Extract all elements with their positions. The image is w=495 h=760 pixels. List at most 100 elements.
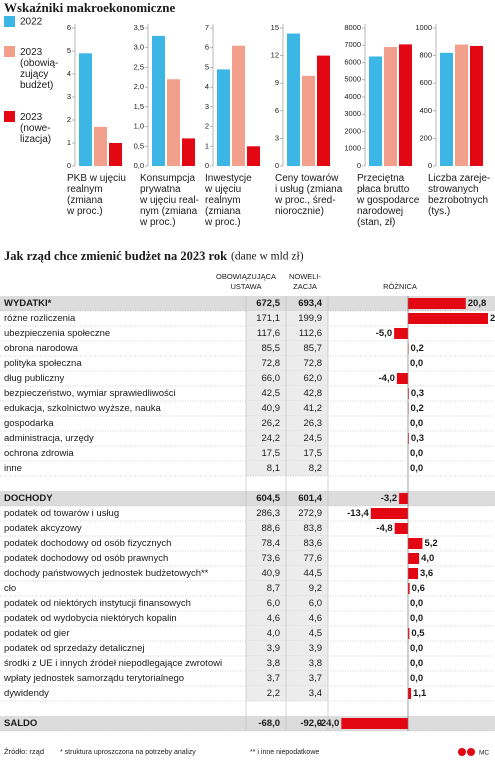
diff-bar (394, 328, 408, 339)
diff-bar (396, 373, 408, 384)
row-name: podatek dochodowy od osób fizycznych (4, 538, 171, 549)
diff-label: 28,8 (490, 313, 495, 324)
diff-bar (399, 493, 408, 504)
current-value: 8,1 (267, 463, 280, 474)
y-tick-label: 1,5 (134, 102, 144, 111)
bar (440, 52, 453, 167)
current-value: 2,2 (267, 688, 280, 699)
current-value: 3,7 (267, 673, 280, 684)
bar (384, 46, 397, 166)
diff-label: 0,0 (410, 358, 423, 369)
value-bg (246, 596, 328, 611)
value-bg (246, 341, 328, 356)
revised-value: 17,5 (304, 448, 323, 459)
current-value: 604,5 (256, 493, 280, 504)
category-label: Konsumpcja prywatna w ujęciu real-nym (zmi… (139, 173, 199, 228)
row-name: SALDO (4, 718, 37, 729)
diff-label: -24,0 (318, 718, 340, 729)
row-name: edukacja, szkolnictwo wyższe, nauka (4, 403, 162, 414)
value-bg (246, 311, 328, 326)
row-name: podatek od gier (4, 628, 70, 639)
y-tick-label: 6 (67, 23, 71, 32)
revised-value: 4,6 (309, 613, 322, 624)
bar (182, 138, 195, 166)
y-tick-label: 400 (419, 106, 432, 115)
revised-value: 272,9 (298, 508, 322, 519)
row-name: DOCHODY (4, 493, 53, 504)
revised-value: 6,0 (309, 598, 322, 609)
y-tick-label: 2000 (344, 126, 361, 135)
row-name: podatek od sprzedaży detalicznej (4, 643, 144, 654)
revised-value: 3,4 (309, 688, 322, 699)
revised-value: 112,6 (299, 328, 322, 339)
y-tick-label: 3,5 (134, 23, 144, 32)
y-tick-label: 6 (275, 106, 279, 115)
bar (79, 53, 92, 166)
diff-label: 5,2 (424, 538, 437, 549)
category-label: Liczba zareje-strowanych bezrobotnych (tys… (428, 173, 490, 217)
y-tick-label: 8000 (344, 23, 361, 32)
total-row-bg (0, 491, 495, 506)
y-tick-label: 7 (205, 23, 209, 32)
diff-bar (408, 688, 412, 699)
revised-value: 3,8 (309, 658, 322, 669)
row-name: cło (4, 583, 16, 594)
y-tick-label: 6 (205, 43, 209, 52)
revised-value: 41,2 (304, 403, 323, 414)
y-tick-label: 1,0 (134, 122, 144, 131)
legend-label: 2023 (nowe-lizacja) (20, 112, 51, 145)
revised-value: 62,0 (304, 373, 323, 384)
diff-label: -5,0 (376, 328, 392, 339)
diff-bar (408, 388, 409, 399)
row-name: gospodarka (4, 418, 54, 429)
value-bg (246, 401, 328, 416)
current-value: 3,9 (267, 643, 280, 654)
y-tick-label: 0 (67, 161, 71, 170)
bar (302, 75, 315, 166)
bar (287, 33, 300, 166)
current-value: 117,6 (257, 328, 280, 339)
y-tick-label: 2,0 (134, 82, 144, 91)
bar (232, 45, 245, 166)
footer-note: ** i inne niepodatkowe (250, 749, 319, 756)
diff-bar (408, 298, 466, 309)
bar (94, 126, 107, 166)
current-value: 40,9 (262, 568, 281, 579)
value-bg (246, 686, 328, 701)
y-tick-label: 3,0 (134, 43, 144, 52)
diff-label: 0,0 (410, 598, 423, 609)
legend-label: 2022 (20, 17, 43, 28)
value-bg (246, 386, 328, 401)
diff-bar (370, 508, 408, 519)
row-name: dochody państwowych jednostek budżetowyc… (4, 568, 209, 579)
total-row-bg (0, 716, 495, 731)
y-tick-label: 3 (205, 102, 209, 111)
row-name: administracja, urzędy (4, 433, 94, 444)
revised-value: 83,8 (304, 523, 323, 534)
legend-swatch (4, 46, 15, 57)
bar (369, 56, 382, 166)
bar (217, 69, 230, 166)
current-value: -68,0 (258, 718, 280, 729)
value-bg (246, 611, 328, 626)
table-subtitle: (dane w mld zł) (231, 251, 304, 263)
y-tick-label: 2 (67, 115, 71, 124)
bar (167, 79, 180, 166)
current-value: 4,6 (267, 613, 280, 624)
y-tick-label: 5 (67, 46, 71, 55)
category-label: Przeciętna płaca brutto w gospodarce narodo… (356, 173, 420, 228)
value-bg (246, 551, 328, 566)
revised-value: 83,6 (304, 538, 323, 549)
bar (470, 45, 483, 166)
footer-logo: MC (479, 750, 489, 757)
diff-label: 0,0 (410, 448, 423, 459)
revised-value: 601,4 (298, 493, 322, 504)
row-name: inne (4, 463, 22, 474)
row-name: polityka społeczna (4, 358, 82, 369)
diff-label: 3,6 (420, 568, 433, 579)
y-tick-label: 15 (271, 23, 279, 32)
diff-label: 0,0 (410, 643, 423, 654)
legend-swatch (4, 16, 15, 27)
revised-value: 42,8 (304, 388, 323, 399)
